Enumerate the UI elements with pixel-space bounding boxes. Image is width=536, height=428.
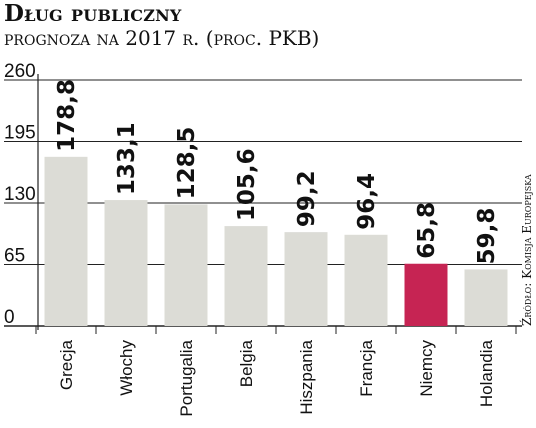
data-label: 178,8: [54, 79, 80, 152]
category-label: Niemcy: [417, 340, 436, 397]
category-label: Holandia: [477, 339, 496, 407]
bar: [344, 234, 388, 326]
chart-subtitle: prognoza na 2017 r. (proc. PKB): [4, 26, 320, 50]
category-label: Belgia: [237, 339, 256, 387]
y-tick-label: 195: [4, 123, 36, 144]
data-label: 96,4: [354, 173, 380, 230]
data-label: 65,8: [414, 202, 440, 259]
bar: [404, 263, 448, 326]
category-label: Portugalia: [177, 339, 196, 416]
y-tick-label: 0: [4, 307, 15, 328]
data-label: 128,5: [174, 127, 200, 200]
data-label: 59,8: [474, 208, 500, 265]
category-label: Francja: [357, 339, 376, 396]
y-tick-label: 260: [4, 61, 36, 82]
bar: [464, 269, 508, 326]
bar: [104, 200, 148, 326]
chart-title: Dług publiczny: [4, 0, 182, 27]
y-tick-label: 130: [4, 184, 36, 205]
bar: [164, 204, 208, 326]
data-label: 105,6: [234, 148, 260, 221]
data-label: 133,1: [114, 122, 140, 195]
category-label: Włochy: [117, 340, 136, 396]
category-label: Hiszpania: [297, 339, 316, 414]
data-label: 99,2: [294, 170, 320, 227]
bar: [284, 232, 328, 326]
y-tick-label: 65: [4, 246, 25, 267]
bar: [224, 226, 268, 326]
bar: [44, 156, 88, 326]
category-label: Grecja: [57, 339, 76, 390]
